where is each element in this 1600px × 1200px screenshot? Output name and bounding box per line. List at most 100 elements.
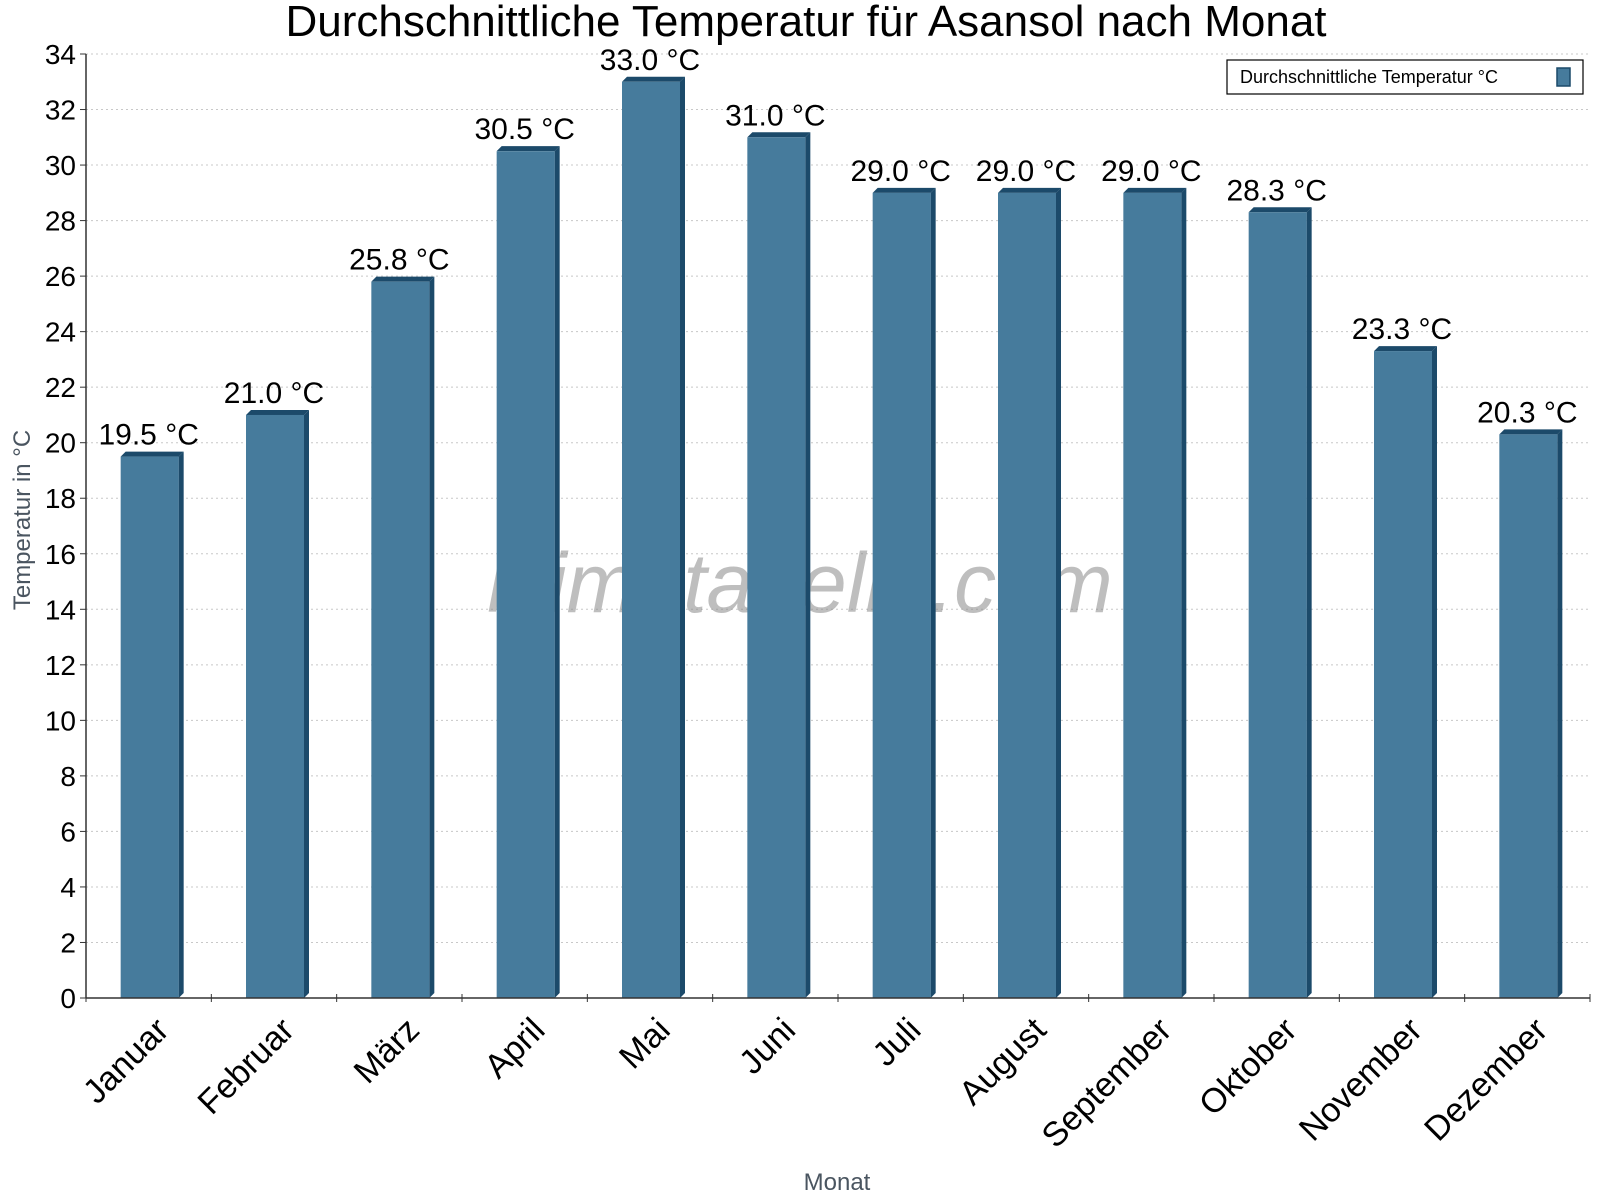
y-axis-title: Temperatur in °C [9, 430, 36, 610]
bar-group [246, 409, 309, 998]
bar-top-face [120, 451, 184, 457]
bar-side-face [805, 132, 811, 998]
bar-top-face [1499, 429, 1563, 435]
bar-side-face [1432, 346, 1437, 998]
legend-label: Durchschnittliche Temperatur °C [1240, 67, 1498, 87]
bar [120, 456, 179, 998]
x-tick-label: Februar [191, 1011, 302, 1122]
y-tick-label: 20 [45, 428, 76, 459]
bar-side-face [554, 146, 560, 999]
bar-top-face [872, 187, 936, 193]
y-tick-label: 32 [45, 95, 76, 126]
y-tick-label: 16 [45, 539, 76, 570]
x-tick-label: Januar [76, 1011, 176, 1111]
bar-top-face [998, 187, 1061, 193]
data-label: 29.0 °C [850, 155, 950, 188]
bar [1499, 434, 1558, 998]
x-tick-label: Mai [612, 1011, 678, 1077]
bar-side-face [1181, 187, 1187, 998]
bar [747, 137, 806, 998]
data-label: 23.3 °C [1352, 313, 1452, 346]
y-tick-label: 30 [45, 150, 76, 181]
bar-group [622, 76, 685, 998]
bar-top-face [1374, 346, 1437, 352]
legend: Durchschnittliche Temperatur °C [1226, 59, 1584, 95]
y-tick-label: 4 [60, 872, 76, 903]
x-axis-title: Monat [804, 1169, 871, 1196]
bar-top-face [246, 409, 309, 415]
bar-group [747, 132, 811, 998]
data-label: 31.0 °C [725, 99, 825, 132]
x-tick-label: Oktober [1192, 1011, 1304, 1123]
bar-group [120, 451, 184, 998]
bar [872, 192, 931, 998]
y-tick-label: 10 [45, 705, 76, 736]
bar [1248, 212, 1307, 999]
bar-side-face [1557, 429, 1563, 998]
gridlines [86, 53, 1590, 943]
bar-group [872, 187, 936, 998]
data-label: 33.0 °C [600, 44, 700, 77]
bar-side-face [429, 276, 435, 998]
data-label: 30.5 °C [474, 113, 574, 146]
bar-top-face [496, 146, 560, 152]
data-label: 29.0 °C [1101, 155, 1201, 188]
legend-swatch [1556, 67, 1571, 87]
x-tick-label: April [477, 1011, 552, 1086]
bar-side-face [930, 187, 936, 998]
x-tick-label: Dezember [1417, 1011, 1555, 1149]
y-tick-label: 2 [60, 927, 76, 958]
data-label: 25.8 °C [349, 244, 449, 277]
bar [1123, 192, 1182, 998]
y-tick-label: 26 [45, 261, 76, 292]
y-tick-label: 8 [60, 761, 76, 792]
bar [622, 81, 680, 998]
bars: 19.5 °C 21.0 °C 25.8 °C 30.5 °C 33.0 °C 31.0 … [98, 44, 1578, 999]
x-tick-label: März [347, 1011, 427, 1091]
y-tick-label: 6 [60, 816, 76, 847]
legend-box [1226, 59, 1584, 95]
x-tick-label: Juni [732, 1011, 803, 1082]
bar-top-face [622, 76, 685, 82]
y-tick-label: 12 [45, 650, 76, 681]
bar-group [1123, 187, 1187, 998]
bar-side-face [304, 409, 309, 998]
bar-group [1374, 346, 1437, 998]
bar [371, 281, 430, 998]
data-label: 20.3 °C [1477, 396, 1577, 429]
x-axis: Januar Februar März April Mai Juni Juli AugustS… [76, 994, 1591, 1155]
bar [998, 192, 1056, 998]
y-tick-label: 34 [45, 39, 76, 70]
data-label: 28.3 °C [1226, 174, 1326, 207]
x-tick-label: Juli [865, 1011, 928, 1074]
y-tick-label: 28 [45, 206, 76, 237]
x-tick-label: November [1292, 1011, 1430, 1149]
data-label: 21.0 °C [224, 377, 324, 410]
bar-group [496, 146, 560, 999]
data-label: 19.5 °C [98, 419, 198, 452]
bar-side-face [1056, 187, 1061, 998]
bar [1374, 351, 1432, 998]
y-tick-label: 18 [45, 483, 76, 514]
bar-side-face [680, 76, 685, 998]
bar [496, 151, 555, 999]
bar-top-face [371, 276, 435, 282]
y-tick-label: 24 [45, 317, 76, 348]
bar-top-face [1248, 207, 1312, 213]
bar-side-face [178, 451, 184, 998]
bar-group [1499, 429, 1563, 998]
bar [246, 414, 304, 998]
x-tick-label: August [952, 1010, 1054, 1112]
bar-group [1248, 207, 1312, 999]
bar-group [371, 276, 435, 998]
bar-top-face [1123, 187, 1187, 193]
data-label: 29.0 °C [976, 155, 1076, 188]
bar-top-face [747, 132, 811, 138]
bar-side-face [1306, 207, 1312, 999]
bar-group [998, 187, 1061, 998]
x-tick-label: September [1035, 1011, 1179, 1155]
y-tick-label: 0 [60, 983, 76, 1014]
y-tick-label: 14 [45, 594, 76, 625]
